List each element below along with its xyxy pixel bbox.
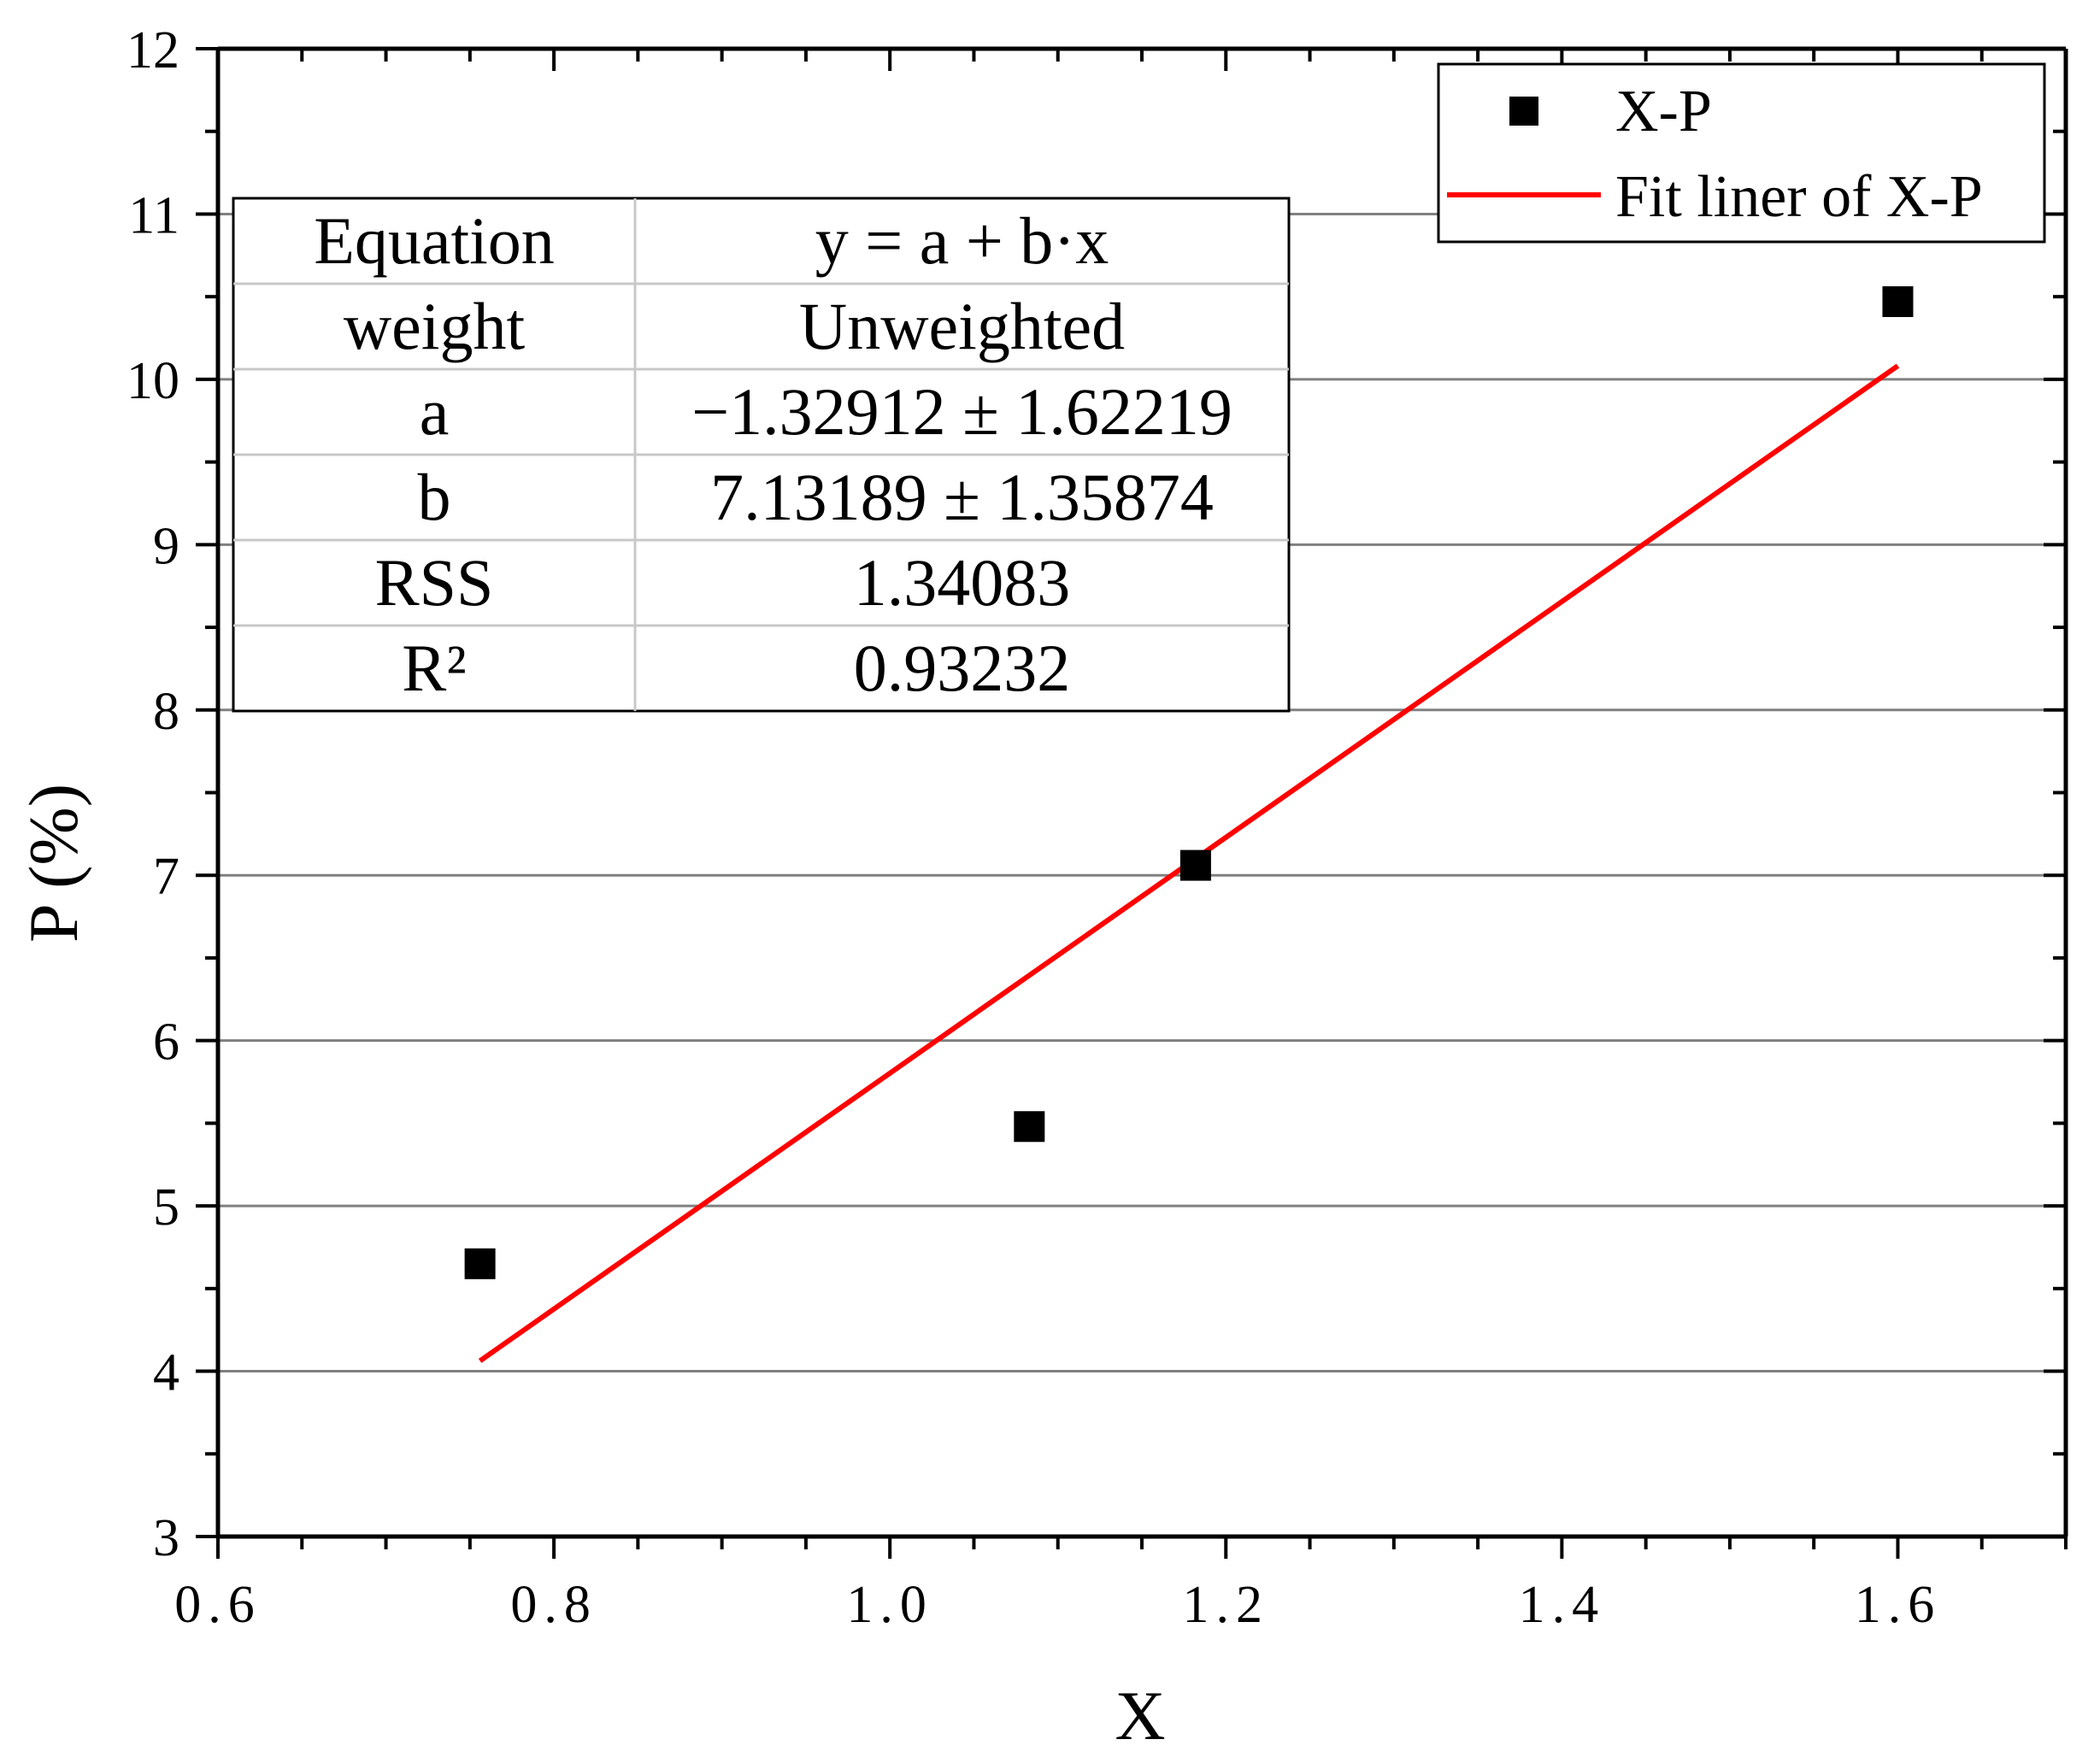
table-value-cell: 7.13189 ± 1.35874	[710, 460, 1214, 534]
legend: X-P Fit liner of X-P	[1437, 62, 2046, 244]
y-tick-label: 6	[153, 1014, 179, 1072]
table-value-cell: Unweighted	[799, 289, 1125, 363]
x-tick-label: 0.8	[510, 1576, 597, 1634]
table-label-cell: R²	[402, 631, 466, 705]
y-tick-label: 11	[128, 186, 179, 244]
y-tick-label: 12	[126, 21, 179, 79]
y-tick-label: 8	[153, 683, 179, 741]
x-tick-label: 0.6	[174, 1576, 262, 1634]
legend-frame	[1437, 62, 2046, 244]
y-tick-label: 3	[153, 1509, 179, 1567]
x-tick-label: 1.4	[1519, 1576, 1606, 1634]
table-label-cell: RSS	[375, 545, 494, 620]
data-point	[1014, 1111, 1045, 1143]
y-tick-label: 5	[153, 1178, 179, 1237]
legend-label-fit: Fit liner of X-P	[1615, 164, 1983, 230]
axis-titles: X P (%)	[15, 784, 1166, 1754]
data-point	[1179, 849, 1211, 881]
table-value-cell: 0.93232	[854, 631, 1071, 705]
x-axis-title: X	[1115, 1677, 1165, 1754]
scatter-series	[464, 285, 1914, 1279]
y-axis-title: P (%)	[15, 784, 92, 943]
x-tick-label: 1.6	[1855, 1576, 1942, 1634]
data-point	[1882, 285, 1914, 317]
y-tick-label: 9	[153, 517, 179, 575]
table-value-cell: y = a + b·x	[815, 203, 1109, 278]
tick-marks	[196, 47, 2068, 1559]
x-tick-label: 1.2	[1183, 1576, 1270, 1634]
table-value-cell: −1.32912 ± 1.62219	[691, 374, 1232, 449]
table-label-cell: Equation	[314, 203, 555, 278]
legend-marker-square	[1509, 97, 1538, 126]
legend-label-xp: X-P	[1615, 79, 1712, 144]
y-tick-label: 10	[126, 352, 179, 410]
data-point	[464, 1248, 496, 1279]
table-label-cell: a	[420, 374, 450, 449]
fit-results-table: Equation y = a + b·x weight Unweighted a −1.3…	[232, 197, 1291, 713]
table-label-cell: weight	[344, 289, 526, 363]
table-label-cell: b	[418, 460, 451, 534]
x-tick-label: 1.0	[846, 1576, 933, 1634]
y-tick-label: 7	[153, 848, 179, 906]
y-tick-label: 4	[153, 1344, 179, 1402]
table-value-cell: 1.34083	[854, 545, 1071, 620]
tick-labels: 0.6 0.8 1.0 1.2 1.4 1.6 3 4 5 6 7 8 9 10 11 12	[126, 21, 1942, 1634]
